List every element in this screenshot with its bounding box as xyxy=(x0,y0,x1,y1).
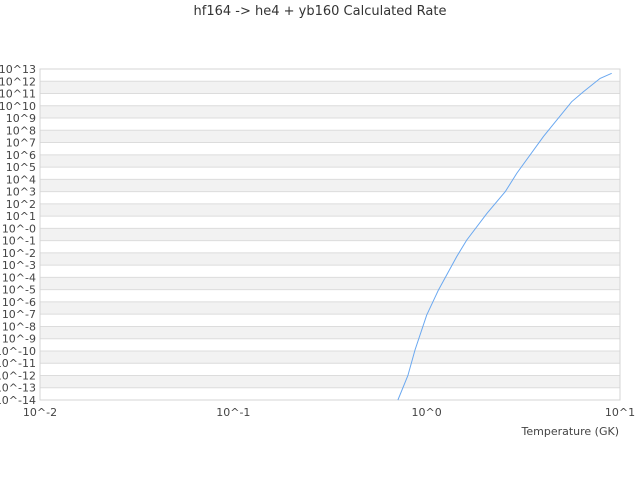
y-tick-label: 10^-8 xyxy=(2,320,36,333)
grid-band xyxy=(40,130,620,143)
y-tick-label: 10^-2 xyxy=(2,247,36,260)
grid-band xyxy=(40,118,620,131)
y-tick-label: 10^11 xyxy=(0,88,36,101)
plot-frame xyxy=(39,68,621,401)
grid-band xyxy=(40,375,620,388)
y-tick-label: 10^-0 xyxy=(2,222,36,235)
y-tick-label: 10^10 xyxy=(0,100,36,113)
y-tick-label: 10^-10 xyxy=(0,345,36,358)
y-tick-label: 10^-12 xyxy=(0,369,36,382)
grid-band xyxy=(40,301,620,315)
grid-band xyxy=(40,216,620,229)
y-tick-label: 10^-3 xyxy=(2,259,36,272)
x-tick-label: 10^1 xyxy=(605,406,635,419)
grid-band xyxy=(40,191,620,204)
grid-band xyxy=(40,81,620,94)
grid-band xyxy=(40,203,620,217)
grid-band xyxy=(40,387,620,400)
grid-band xyxy=(40,314,620,327)
grid-band xyxy=(40,228,620,241)
grid-band xyxy=(40,350,620,364)
chart-title: hf164 -> he4 + yb160 Calculated Rate xyxy=(193,4,447,19)
grid-band xyxy=(40,142,620,155)
grid-band xyxy=(40,240,620,253)
y-tick-label: 10^-11 xyxy=(0,357,36,370)
y-tick-label: 10^13 xyxy=(0,63,36,76)
y-tick-label: 10^-1 xyxy=(2,235,36,248)
y-tick-label: 10^-5 xyxy=(2,284,36,297)
grid-band xyxy=(40,326,620,339)
grid-band xyxy=(40,167,620,180)
y-tick-label: 10^-4 xyxy=(2,271,36,284)
grid-band xyxy=(40,289,620,302)
grid-band xyxy=(40,179,620,192)
y-tick-label: 10^-6 xyxy=(2,296,36,309)
grid-band xyxy=(40,93,620,106)
y-tick-label: 10^8 xyxy=(6,124,36,137)
grid-band xyxy=(40,363,620,376)
y-tick-label: 10^7 xyxy=(6,137,36,150)
grid-band xyxy=(40,69,620,82)
y-tick-label: 10^1 xyxy=(6,210,36,223)
x-axis-label: Temperature (GK) xyxy=(521,425,620,438)
y-tick-label: 10^-7 xyxy=(2,308,36,321)
grid-band xyxy=(40,105,620,119)
y-tick-label: 10^2 xyxy=(6,198,36,211)
grid-band xyxy=(40,265,620,278)
y-tick-label: 10^-13 xyxy=(0,382,36,395)
y-tick-label: 10^12 xyxy=(0,75,36,88)
grid-band xyxy=(40,154,620,168)
grid-band xyxy=(40,252,620,266)
y-tick-label: 10^9 xyxy=(6,112,36,125)
y-tick-label: 10^-14 xyxy=(0,394,36,407)
series-line xyxy=(397,72,612,401)
grid-band xyxy=(40,277,620,290)
y-tick-label: 10^5 xyxy=(6,161,36,174)
y-tick-label: 10^3 xyxy=(6,186,36,199)
y-tick-label: 10^4 xyxy=(6,173,36,186)
grid-band xyxy=(40,338,620,351)
x-tick-label: 10^0 xyxy=(412,406,442,419)
x-tick-label: 10^-2 xyxy=(23,406,57,419)
y-tick-label: 10^-9 xyxy=(2,333,36,346)
x-tick-label: 10^-1 xyxy=(216,406,250,419)
y-tick-label: 10^6 xyxy=(6,149,36,162)
